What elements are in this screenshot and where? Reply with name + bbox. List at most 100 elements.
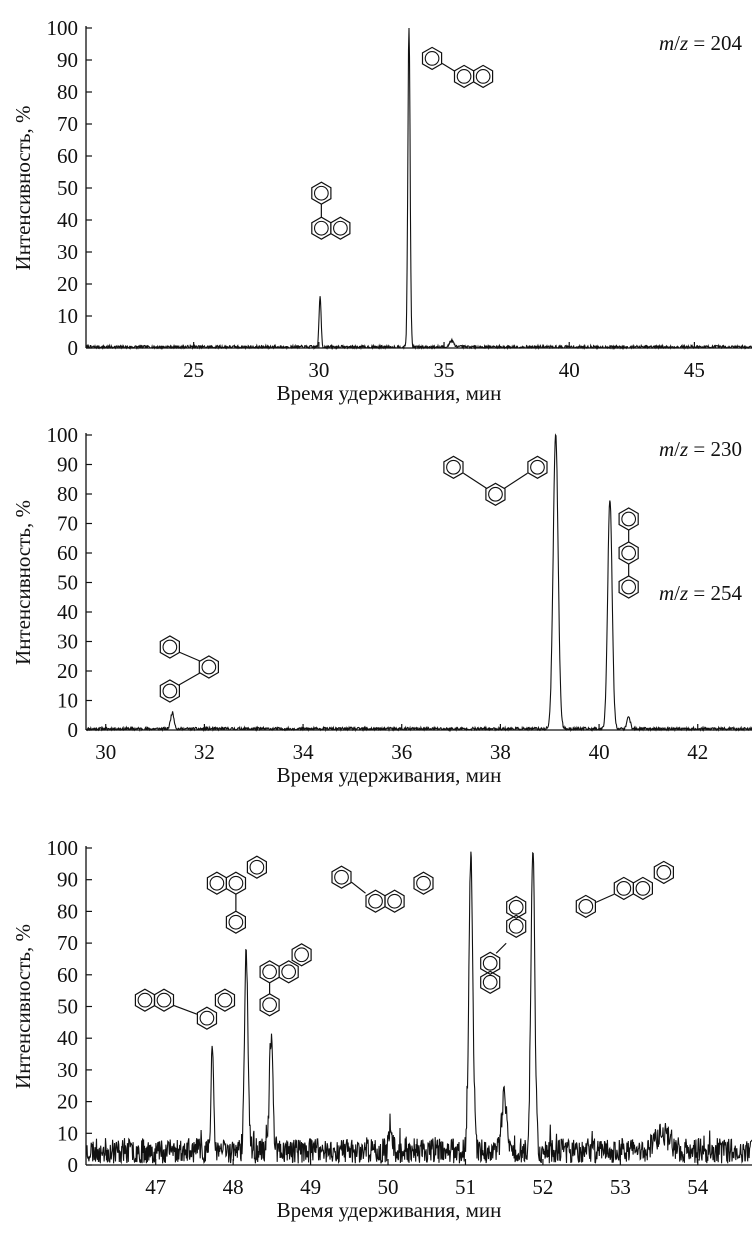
structure-icon: m-terphenyl xyxy=(443,455,548,506)
aromatic-circle xyxy=(201,659,217,675)
ring-hexagon xyxy=(198,655,219,679)
y-tick-label: 60 xyxy=(57,541,78,565)
chart-panel-1: 0 10 20 30 40 50 60 70 80 90 100 25 30 35 40 45 Время уд… xyxy=(11,16,752,405)
mz-annotation: m/z = 254 xyxy=(659,581,743,605)
ring-hexagon xyxy=(473,64,494,89)
structure-icon: o-terphenyl xyxy=(159,635,219,703)
chromatogram-trace xyxy=(85,433,752,733)
x-tick-label: 49 xyxy=(300,1175,321,1199)
y-tick-label: 60 xyxy=(57,144,78,168)
aromatic-circle xyxy=(387,893,402,909)
y-tick-label: 40 xyxy=(57,208,78,232)
ring-hexagon xyxy=(331,865,352,889)
aromatic-circle xyxy=(621,579,637,595)
structure-icon: naphthylphenyl-benzene (51.9 min) xyxy=(575,860,675,919)
aromatic-circle xyxy=(482,974,498,990)
structure-icon: phenylphenyl-naphthalene (51.1 min) xyxy=(331,865,434,913)
y-tick-label: 100 xyxy=(47,836,79,860)
aromatic-circle xyxy=(578,899,594,914)
ring-hexagon xyxy=(527,455,548,479)
y-tick-label: 70 xyxy=(57,112,78,136)
y-axis-label: Интенсивность, % xyxy=(11,500,35,665)
structure-icon: phenyl-phenanthrene type (48.5 min) xyxy=(259,943,312,1017)
ring-hexagon xyxy=(421,46,443,71)
chart-panel-2: 0 10 20 30 40 50 60 70 80 90 100 30 32 34 36 38 40 42 Врем… xyxy=(11,423,752,787)
ring-hexagon xyxy=(506,914,527,938)
ring-hexagon xyxy=(480,951,501,975)
x-tick-label: 50 xyxy=(378,1175,399,1199)
aromatic-circle xyxy=(621,545,637,561)
y-tick-label: 80 xyxy=(57,899,78,923)
structure-icon: phenyl-phenanthrene type (48.2 min) xyxy=(206,855,267,934)
structure-icon: phenylnaphthalene (30.1 min) xyxy=(311,181,351,240)
y-tick-label: 30 xyxy=(57,1058,78,1082)
bond-line xyxy=(463,472,487,489)
ring-hexagon xyxy=(384,889,405,913)
chromatogram-trace xyxy=(85,851,752,1165)
y-tick-label: 90 xyxy=(57,868,78,892)
ring-hexagon xyxy=(246,855,267,879)
bond-line xyxy=(178,672,201,686)
x-tick-label: 25 xyxy=(183,358,204,382)
aromatic-circle xyxy=(217,992,233,1008)
ring-hexagon xyxy=(618,575,639,599)
bond-line xyxy=(595,893,615,903)
ring-hexagon xyxy=(291,943,312,967)
bond-line xyxy=(178,651,201,662)
aromatic-circle xyxy=(162,683,178,699)
ring-hexagon xyxy=(159,635,180,659)
y-tick-label: 100 xyxy=(47,16,79,40)
ring-hexagon xyxy=(480,970,501,994)
y-tick-label: 100 xyxy=(47,423,79,447)
y-tick-label: 50 xyxy=(57,176,78,200)
y-tick-label: 40 xyxy=(57,600,78,624)
mz-annotation: m/z = 204 xyxy=(659,31,743,55)
aromatic-circle xyxy=(228,875,244,891)
y-tick-label: 10 xyxy=(57,304,78,328)
aromatic-circle xyxy=(368,893,383,909)
ring-hexagon xyxy=(632,876,654,901)
x-tick-label: 47 xyxy=(145,1175,166,1199)
x-tick-label: 45 xyxy=(684,358,705,382)
aromatic-circle xyxy=(199,1010,215,1026)
x-tick-label: 51 xyxy=(455,1175,476,1199)
mz-annotation: m/z = 230 xyxy=(659,437,742,461)
bond-line xyxy=(504,472,528,489)
ring-hexagon xyxy=(330,216,351,240)
ring-hexagon xyxy=(159,679,180,703)
ring-hexagon xyxy=(443,455,464,479)
ring-hexagon xyxy=(575,894,597,919)
ring-hexagon xyxy=(506,895,527,919)
y-axis-label: Интенсивность, % xyxy=(11,924,35,1089)
x-axis-label: Время удерживания, мин xyxy=(277,1198,502,1222)
aromatic-circle xyxy=(488,486,503,502)
x-tick-label: 48 xyxy=(223,1175,244,1199)
ring-hexagon xyxy=(259,993,280,1017)
structure-icon: naphthylbiphenyl (47.7 min) xyxy=(134,988,236,1030)
y-tick-label: 20 xyxy=(57,659,78,683)
aromatic-circle xyxy=(294,947,309,963)
ring-hexagon xyxy=(225,910,246,934)
y-tick-label: 90 xyxy=(57,453,78,477)
aromatic-circle xyxy=(209,875,225,891)
aromatic-circle xyxy=(137,992,153,1008)
aromatic-circle xyxy=(334,869,349,885)
aromatic-circle xyxy=(656,865,672,880)
aromatic-circle xyxy=(424,51,440,66)
y-tick-label: 0 xyxy=(68,718,79,742)
aromatic-circle xyxy=(313,185,329,201)
x-axis-label: Время удерживания, мин xyxy=(277,381,502,405)
x-tick-label: 53 xyxy=(610,1175,631,1199)
structure-icon: phenylnaphthalene (33.6 min) xyxy=(421,46,494,89)
y-tick-label: 60 xyxy=(57,963,78,987)
bond-line xyxy=(441,62,456,72)
y-tick-label: 90 xyxy=(57,48,78,72)
aromatic-circle xyxy=(416,875,431,891)
aromatic-circle xyxy=(635,881,651,896)
x-tick-label: 38 xyxy=(490,740,511,764)
y-tick-label: 10 xyxy=(57,1121,78,1145)
structure-icon: biphenyl-biphenyl (51.5 min) xyxy=(480,895,527,994)
x-tick-label: 42 xyxy=(687,740,708,764)
aromatic-circle xyxy=(456,69,472,84)
